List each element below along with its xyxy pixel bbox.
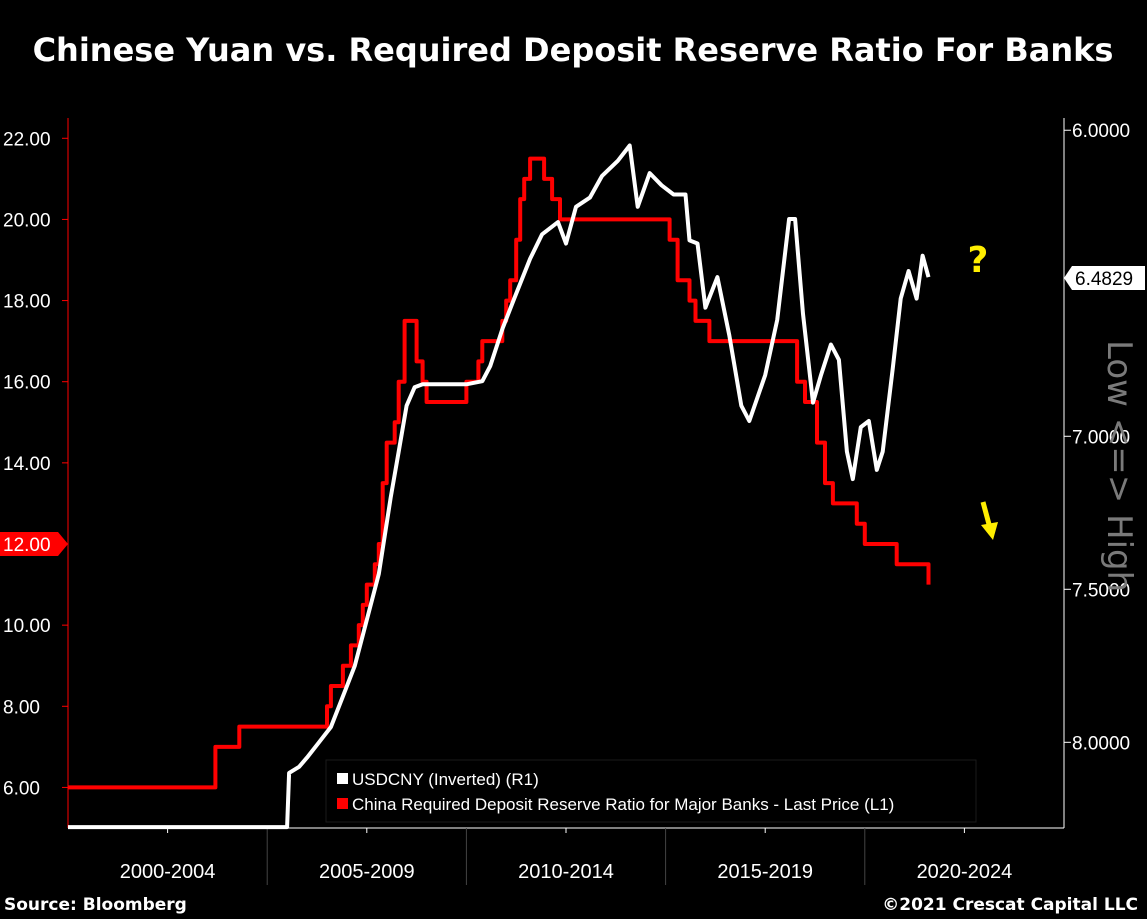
x-tick-label: 2015-2019: [717, 861, 813, 883]
right-tick-label: 7.5000: [1072, 580, 1130, 601]
right-last-value-marker: [1064, 266, 1145, 291]
right-axis-title: Low <=> High: [1099, 340, 1139, 592]
left-tick-label: 16.00: [3, 373, 51, 394]
x-tick-label: 2020-2024: [917, 861, 1013, 883]
left-tick-label: 12.00: [3, 535, 51, 556]
right-last-value-label: 6.4829: [1075, 269, 1133, 290]
annotation-question-mark: ?: [968, 240, 989, 281]
left-tick-label: 8.00: [3, 697, 40, 718]
legend-swatch-usdcny: [337, 773, 348, 784]
left-tick-label: 10.00: [3, 616, 51, 637]
right-tick-label: 8.0000: [1072, 733, 1130, 754]
series-line-usdcny: [68, 143, 931, 830]
x-tick-label: 2005-2009: [319, 861, 415, 883]
legend-box: [325, 759, 977, 823]
left-tick-label: 18.00: [3, 292, 51, 313]
chart-title: Chinese Yuan vs. Required Deposit Reserv…: [33, 31, 1114, 69]
left-tick-label: 6.00: [3, 778, 40, 799]
series-line-reserve-ratio: [68, 156, 931, 790]
source-label: Source: Bloomberg: [4, 895, 187, 915]
copyright-label: ©2021 Crescat Capital LLC: [882, 895, 1138, 915]
legend-label-rrr: China Required Deposit Reserve Ratio for…: [352, 795, 894, 814]
annotation-arrow-head: [981, 522, 998, 540]
right-tick-label: 6.0000: [1072, 121, 1130, 142]
left-tick-label: 14.00: [3, 454, 51, 475]
left-last-value-marker: [0, 532, 68, 556]
legend-label-usdcny: USDCNY (Inverted) (R1): [352, 770, 539, 789]
left-tick-label: 20.00: [3, 210, 51, 231]
x-tick-label: 2010-2014: [518, 861, 614, 883]
x-tick-label: 2000-2004: [120, 861, 216, 883]
legend-swatch-rrr: [337, 798, 348, 809]
left-tick-label: 22.00: [3, 129, 51, 150]
plot-area: 6.00 8.00 10.00 12.00 14.00 16.00 18.00 20.00 22…: [0, 118, 1145, 885]
right-tick-label: 7.0000: [1072, 427, 1130, 448]
